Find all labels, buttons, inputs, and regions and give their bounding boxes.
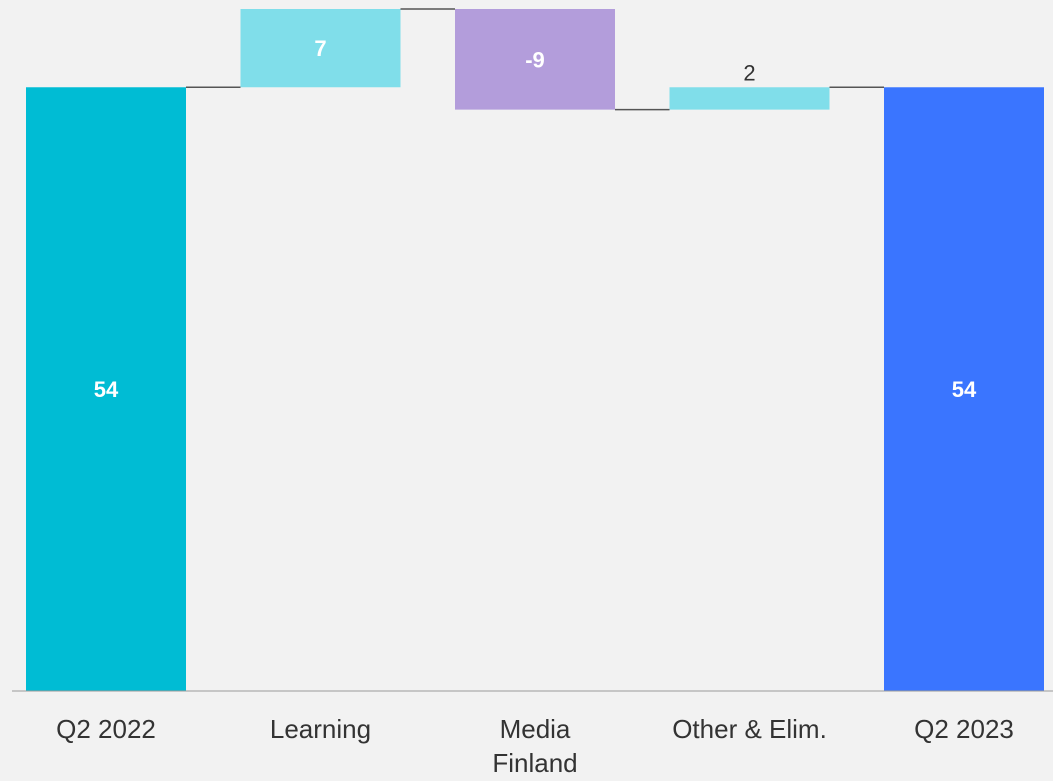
value-label-media-finland: -9 bbox=[525, 47, 545, 72]
bars-group bbox=[26, 9, 1044, 691]
value-labels-group: 54 7 -9 2 54 bbox=[94, 36, 977, 402]
value-label-q2-2023: 54 bbox=[952, 377, 977, 402]
value-label-other-elim: 2 bbox=[743, 60, 755, 85]
value-label-q2-2022: 54 bbox=[94, 377, 119, 402]
bar-learning bbox=[240, 9, 401, 88]
bar-q2-2022 bbox=[26, 87, 186, 691]
bar-other-elim bbox=[669, 87, 830, 110]
connector-lines bbox=[186, 8, 884, 111]
category-label-q2-2022: Q2 2022 bbox=[56, 714, 156, 744]
category-label-q2-2023: Q2 2023 bbox=[914, 714, 1014, 744]
value-label-learning: 7 bbox=[314, 36, 326, 61]
category-label-other-elim: Other & Elim. bbox=[672, 714, 827, 744]
category-label-media-finland: Media Finland bbox=[492, 714, 577, 778]
bar-q2-2023 bbox=[884, 87, 1044, 691]
bar-media-finland bbox=[455, 9, 615, 110]
category-label-learning: Learning bbox=[270, 714, 371, 744]
category-labels-group: Q2 2022 Learning Media Finland Other & Elim.… bbox=[56, 714, 1014, 778]
